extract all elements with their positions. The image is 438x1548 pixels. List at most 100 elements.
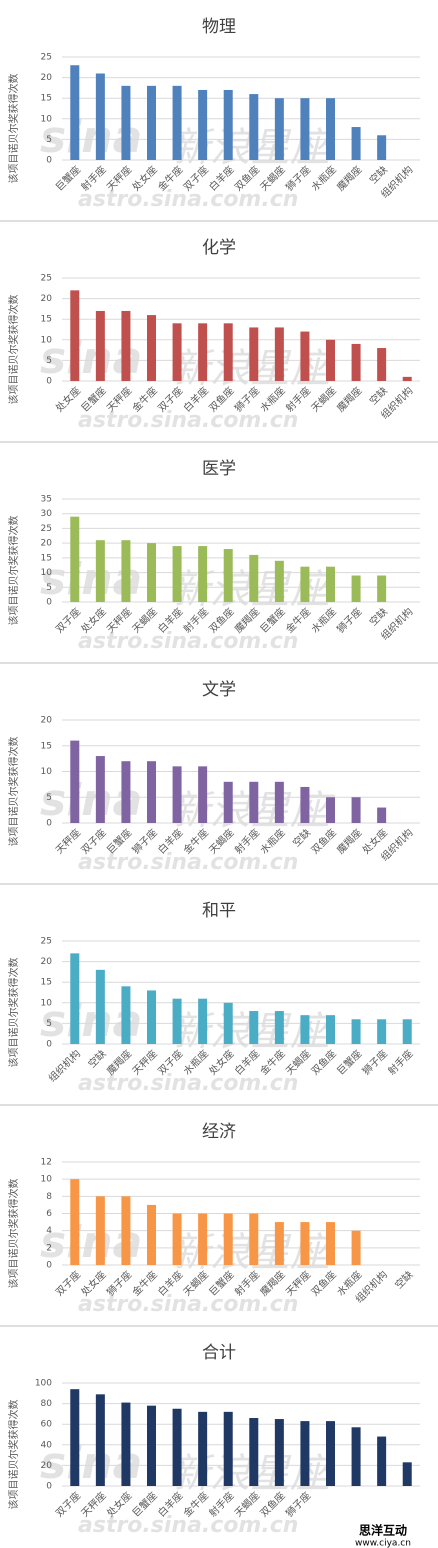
bar [223,549,233,602]
bar [172,1213,182,1265]
bar [147,1405,156,1486]
bar [121,1402,131,1486]
credit-name: 思洋互动 [359,1523,407,1538]
bar [326,1421,335,1486]
y-tick-label: 60 [41,1420,53,1430]
y-tick-label: 0 [46,377,52,387]
bar [351,1230,361,1265]
y-tick-label: 5 [46,356,52,366]
y-axis-label: 该项目诺贝尔奖获得次数 [7,1179,20,1289]
bar [70,290,80,381]
y-tick-label: 25 [41,53,52,63]
bar [172,766,182,823]
bar [249,327,259,381]
y-axis-label: 该项目诺贝尔奖获得次数 [7,958,20,1068]
bar [223,323,233,381]
y-tick-label: 25 [41,274,52,284]
y-tick-label: 20 [41,539,53,549]
y-tick-label: 35 [41,495,52,505]
bar [249,1418,259,1486]
bar [198,546,208,602]
bar [249,1213,259,1265]
chart-title: 和平 [202,901,236,921]
bar [326,566,335,602]
bar [95,1394,105,1486]
bar [172,546,182,602]
credit-url: www.ciya.cn [355,1539,411,1548]
bar [121,85,131,160]
bar [326,339,335,381]
bar [172,1408,182,1486]
y-tick-label: 0 [46,1261,52,1271]
bar [351,1019,361,1044]
bar [300,1222,310,1265]
bar [377,348,387,381]
bar [377,1436,387,1486]
y-tick-label: 30 [41,509,53,519]
y-axis-label: 该项目诺贝尔奖获得次数 [7,74,20,184]
y-axis-label: 该项目诺贝尔奖获得次数 [7,516,20,626]
watermark: sina新浪星座astro.sina.com.cn [40,996,336,1096]
y-axis-label: 该项目诺贝尔奖获得次数 [7,737,20,847]
watermark-url: astro.sina.com.cn [78,187,298,212]
bar [402,1462,412,1486]
y-tick-label: 20 [41,73,53,83]
bar [300,98,310,160]
y-tick-label: 25 [41,524,52,534]
bar [70,516,80,602]
bar [300,1421,310,1486]
bar [326,1222,335,1265]
watermark: sina新浪星座astro.sina.com.cn [40,775,336,875]
y-tick-label: 10 [41,335,53,345]
bar [223,1411,233,1486]
chart-title: 经济 [202,1122,236,1142]
watermark-url: astro.sina.com.cn [78,850,298,875]
y-tick-label: 100 [35,1379,52,1389]
y-tick-label: 10 [41,1175,53,1185]
watermark-url: astro.sina.com.cn [78,1513,298,1538]
bar [300,786,310,823]
bar [95,756,105,823]
bar [402,376,412,381]
bar [198,89,208,160]
bar [300,1015,310,1044]
bar [249,781,259,823]
bar [121,540,131,602]
bar [249,94,259,160]
y-tick-label: 0 [46,156,52,166]
chart-title: 文学 [202,680,236,700]
bar [223,1002,233,1044]
bar [121,310,131,381]
chart-title: 物理 [202,17,236,37]
bar [274,1419,284,1486]
y-tick-label: 0 [46,1040,52,1050]
bar [172,323,182,381]
y-tick-label: 25 [41,937,52,947]
bar [95,969,105,1044]
bar [377,1019,387,1044]
watermark: sina新浪星座astro.sina.com.cn [40,112,336,212]
y-tick-label: 0 [46,819,52,829]
y-tick-label: 8 [46,1192,52,1202]
bar [402,1019,412,1044]
bar [172,85,182,160]
y-tick-label: 15 [41,741,52,751]
bar [377,575,387,602]
y-tick-label: 15 [41,315,52,325]
y-tick-label: 0 [46,598,52,608]
bar [223,781,233,823]
y-tick-label: 15 [41,978,52,988]
y-tick-label: 10 [41,998,53,1008]
y-tick-label: 0 [46,1482,52,1492]
bar [172,998,182,1044]
y-tick-label: 5 [46,583,52,593]
y-tick-label: 20 [41,957,53,967]
watermark: sina新浪星座astro.sina.com.cn [40,1217,336,1317]
watermark: sina新浪星座astro.sina.com.cn [40,333,336,433]
bar [198,1411,208,1486]
y-tick-label: 12 [41,1158,52,1168]
bar [351,1427,361,1486]
bar [326,1015,335,1044]
bar [198,766,208,823]
bar [274,1011,284,1044]
